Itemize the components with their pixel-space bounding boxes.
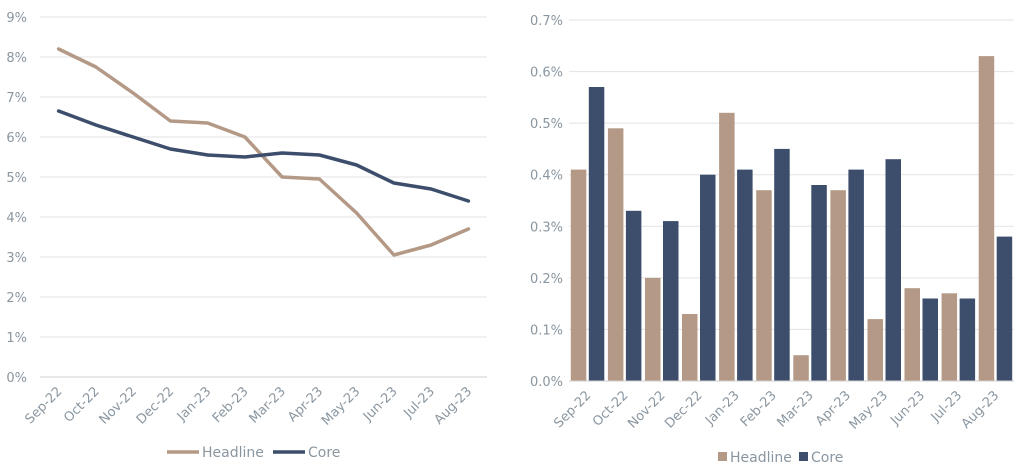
line-point-headline bbox=[429, 243, 433, 247]
line-point-headline bbox=[57, 47, 61, 51]
line-point-core bbox=[206, 153, 210, 157]
line-series-headline bbox=[56, 47, 471, 257]
line-y-tick-label: 0% bbox=[6, 371, 27, 386]
line-point-core bbox=[168, 147, 172, 151]
line-x-tick-label: Sep-22 bbox=[22, 384, 65, 427]
bar-core bbox=[588, 87, 605, 381]
bar-core bbox=[700, 174, 716, 381]
bar-y-tick-label: 0.2% bbox=[530, 272, 563, 287]
line-y-tick-label: 4% bbox=[6, 211, 27, 226]
legend-label-headline: Headline bbox=[730, 450, 792, 466]
bar-core bbox=[848, 169, 864, 381]
line-x-tick-label: Jan-23 bbox=[174, 384, 215, 425]
bar-x-tick-label: Feb-23 bbox=[738, 388, 780, 430]
line-y-tick-label: 2% bbox=[6, 291, 27, 306]
line-y-tick-label: 5% bbox=[6, 171, 27, 186]
bar-headline bbox=[682, 314, 698, 381]
bar-core bbox=[737, 169, 753, 381]
line-y-tick-label: 7% bbox=[6, 91, 27, 106]
line-point-headline bbox=[280, 175, 284, 179]
legend-swatch-core bbox=[799, 452, 808, 461]
bar-headline bbox=[978, 56, 995, 381]
line-point-headline bbox=[317, 177, 321, 181]
bar-y-tick-label: 0.3% bbox=[530, 220, 563, 235]
bar-x-tick-label: Sep-22 bbox=[551, 388, 594, 431]
line-point-headline bbox=[131, 91, 135, 95]
line-point-headline bbox=[355, 211, 359, 215]
bar-headline bbox=[570, 169, 587, 381]
bar-core bbox=[996, 236, 1013, 381]
bar-core bbox=[663, 221, 679, 381]
line-chart: 0% 1% 2% 3% 4% 5% 6% 7% 8% 9% Sep-22Oct-22Nov-22De… bbox=[6, 11, 487, 461]
line-point-core bbox=[466, 199, 470, 203]
bar-headline bbox=[719, 112, 735, 382]
bar-y-tick-label: 0.5% bbox=[530, 117, 563, 132]
line-x-tick-label: Aug-23 bbox=[432, 384, 476, 428]
line-x-tick-label: Jun-23 bbox=[360, 384, 401, 425]
bar-headline bbox=[793, 355, 809, 381]
bar-y-tick-label: 0.4% bbox=[530, 169, 563, 184]
line-point-headline bbox=[466, 227, 470, 231]
line-point-core bbox=[57, 109, 61, 113]
line-x-tick-label: Dec-22 bbox=[134, 384, 177, 427]
bar-headline bbox=[830, 190, 846, 381]
bar-headline bbox=[756, 190, 772, 381]
line-x-tick-label: Nov-22 bbox=[97, 384, 140, 427]
bar-x-tick-label: Aug-23 bbox=[959, 388, 1003, 432]
bar-headline bbox=[867, 319, 883, 381]
bar-x-tick-label: Oct-22 bbox=[590, 388, 632, 430]
line-point-core bbox=[355, 163, 359, 167]
line-point-headline bbox=[243, 135, 247, 139]
line-point-headline bbox=[206, 121, 210, 125]
line-x-tick-label: May-23 bbox=[319, 384, 363, 428]
bar-headline bbox=[645, 277, 661, 381]
legend-swatch-headline bbox=[718, 452, 727, 461]
line-series-core bbox=[56, 109, 471, 203]
bar-y-tick-label: 0.1% bbox=[530, 323, 563, 338]
line-point-core bbox=[94, 123, 98, 127]
bar-x-tick-label: Dec-22 bbox=[662, 388, 705, 431]
bar-core bbox=[922, 298, 938, 381]
line-y-tick-label: 9% bbox=[6, 11, 27, 26]
bar-headline bbox=[904, 288, 920, 381]
line-point-core bbox=[280, 151, 284, 155]
legend-label-core: Core bbox=[308, 445, 340, 461]
line-y-tick-label: 8% bbox=[6, 51, 27, 66]
bar-x-tick-label: Nov-22 bbox=[625, 388, 668, 431]
line-x-tick-label: Feb-23 bbox=[210, 384, 252, 426]
line-point-core bbox=[429, 187, 433, 191]
bar-headline bbox=[607, 128, 624, 381]
line-y-tick-label: 3% bbox=[6, 251, 27, 266]
bar-x-tick-label: Jan-23 bbox=[702, 388, 743, 429]
bar-x-tick-label: Jun-23 bbox=[887, 388, 928, 429]
bar-core bbox=[811, 185, 827, 381]
legend-label-headline: Headline bbox=[202, 445, 264, 461]
legend-label-core: Core bbox=[811, 450, 843, 466]
line-point-headline bbox=[392, 253, 396, 257]
line-point-core bbox=[243, 155, 247, 159]
bar-core bbox=[959, 298, 976, 381]
line-point-core bbox=[392, 181, 396, 185]
line-y-tick-label: 6% bbox=[6, 131, 27, 146]
bar-y-tick-label: 0.7% bbox=[530, 14, 563, 29]
line-y-tick-label: 1% bbox=[6, 331, 27, 346]
bar-x-tick-label: May-23 bbox=[847, 388, 891, 432]
line-x-tick-label: Oct-22 bbox=[61, 384, 103, 426]
bar-core bbox=[625, 210, 642, 381]
line-point-headline bbox=[168, 119, 172, 123]
line-point-headline bbox=[94, 65, 98, 69]
bar-core bbox=[885, 159, 901, 381]
bar-x-tick-label: Mar-23 bbox=[774, 388, 816, 430]
bar-y-tick-label: 0.0% bbox=[530, 375, 563, 390]
bar-core bbox=[774, 148, 790, 381]
line-x-tick-label: Mar-23 bbox=[247, 384, 289, 426]
line-point-core bbox=[131, 135, 135, 139]
bar-headline bbox=[941, 293, 958, 381]
bar-chart: 0.0% 0.1% 0.2% 0.3% 0.4% 0.5% 0.6% 0.7% Sep-22Oc… bbox=[530, 14, 1014, 466]
bar-y-tick-label: 0.6% bbox=[530, 66, 563, 81]
line-point-core bbox=[317, 153, 321, 157]
